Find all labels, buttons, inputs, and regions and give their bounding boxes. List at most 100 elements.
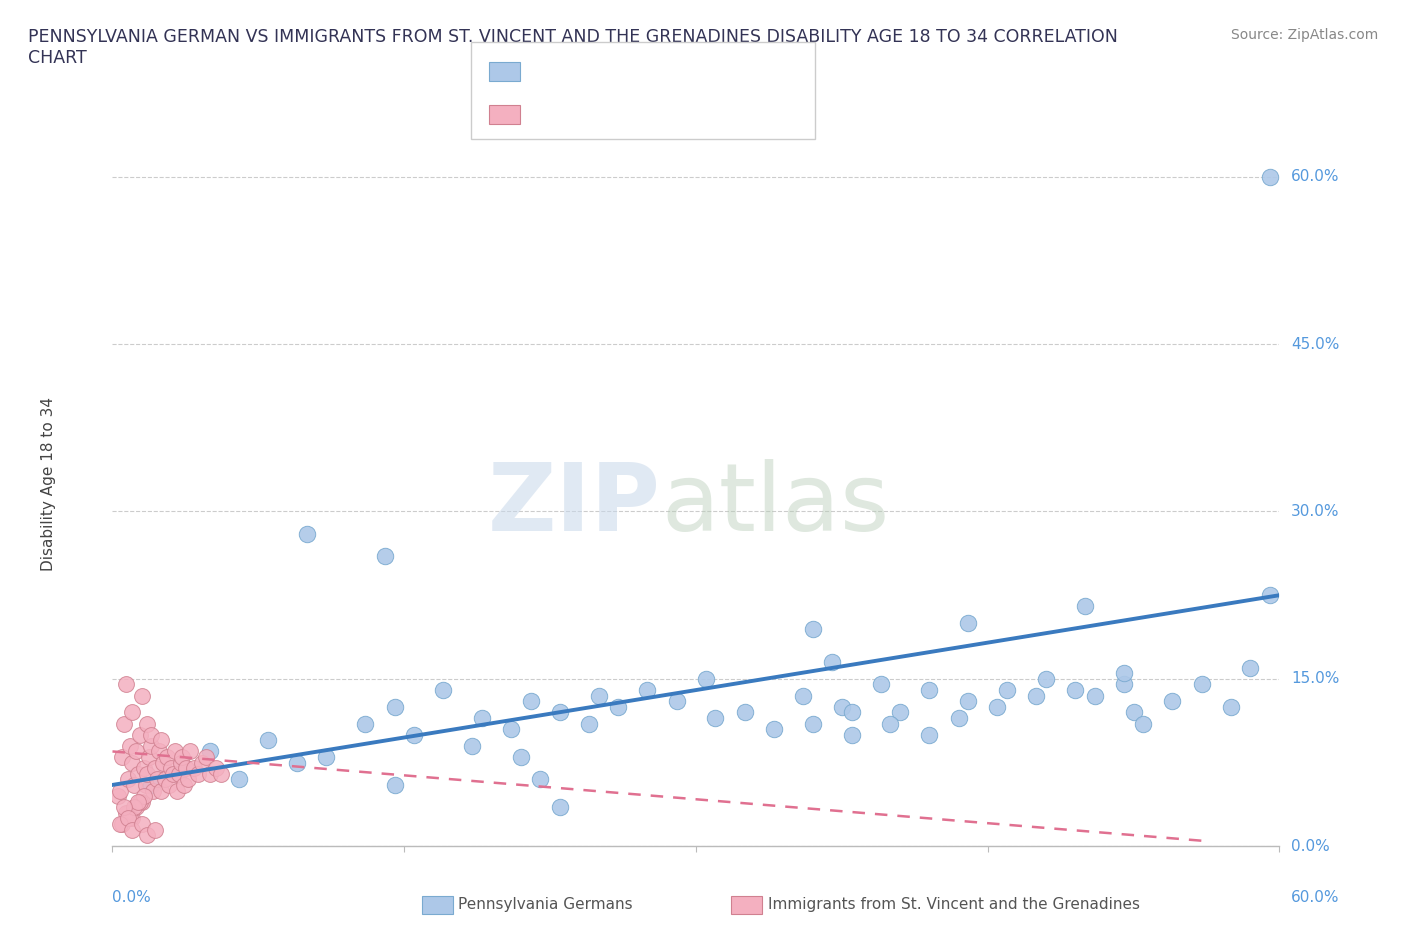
Point [588,688,610,703]
Point [107,789,129,804]
Point [132,789,155,804]
Point [143,822,166,837]
Point [1112,666,1135,681]
Point [132,761,155,776]
Point [150,783,173,798]
Point [548,705,571,720]
Text: PENNSYLVANIA GERMAN VS IMMIGRANTS FROM ST. VINCENT AND THE GRENADINES DISABILITY: PENNSYLVANIA GERMAN VS IMMIGRANTS FROM S… [28,28,1118,67]
Point [122,777,145,792]
Point [1258,588,1281,603]
Point [111,817,134,831]
Point [384,777,406,792]
Point [121,822,143,837]
Point [194,750,217,764]
Point [384,699,406,714]
Point [121,811,143,826]
Point [135,777,157,792]
Point [117,805,139,820]
Point [948,711,970,725]
Point [156,750,179,764]
Point [128,794,150,809]
Point [734,705,756,720]
Point [1258,169,1281,184]
Point [169,761,191,776]
Point [115,677,138,692]
Point [831,699,853,714]
Point [167,766,190,781]
Point [374,549,396,564]
Point [177,772,200,787]
Point [821,655,844,670]
Point [1219,699,1241,714]
Point [110,783,132,798]
Point [138,750,160,764]
Point [1112,677,1135,692]
Point [191,755,214,770]
Point [143,761,166,776]
Text: Immigrants from St. Vincent and the Grenadines: Immigrants from St. Vincent and the Gren… [768,897,1140,912]
Point [204,761,226,776]
Point [1239,660,1261,675]
Point [187,766,209,781]
Point [762,722,785,737]
Text: N = 63: N = 63 [682,62,740,81]
Point [889,705,911,720]
Point [121,755,143,770]
Point [461,738,484,753]
Text: 60.0%: 60.0% [1291,169,1340,184]
Point [1132,716,1154,731]
Point [792,688,814,703]
Point [432,683,454,698]
Point [869,677,891,692]
Point [117,772,139,787]
Point [141,777,163,792]
Point [163,744,186,759]
Text: 0.0%: 0.0% [112,890,152,905]
Point [548,800,571,815]
Point [160,761,183,776]
Point [148,744,170,759]
Point [209,766,232,781]
Point [607,699,630,714]
Point [841,705,863,720]
Point [166,783,188,798]
Point [118,738,141,753]
Point [121,705,143,720]
Point [879,716,901,731]
Text: R = -0.037: R = -0.037 [529,105,617,124]
Point [957,616,980,631]
Point [153,772,176,787]
Point [127,766,149,781]
Point [125,744,148,759]
Text: atlas: atlas [661,459,889,551]
Text: Disability Age 18 to 34: Disability Age 18 to 34 [41,396,56,571]
Point [1161,694,1184,709]
Point [471,711,494,725]
Point [1122,705,1144,720]
Point [228,772,250,787]
Point [1191,677,1213,692]
Point [136,766,159,781]
Point [162,766,184,781]
Point [285,755,308,770]
Point [402,727,425,742]
Point [801,621,824,636]
Text: R =  0.365: R = 0.365 [529,62,617,81]
Text: Pennsylvania Germans: Pennsylvania Germans [458,897,633,912]
Text: N = 67: N = 67 [682,105,740,124]
Point [841,727,863,742]
Text: 15.0%: 15.0% [1291,671,1340,686]
Point [295,526,318,541]
Point [115,805,138,820]
Point [152,755,174,770]
Point [118,811,141,826]
Point [1035,671,1057,686]
Text: 60.0%: 60.0% [1291,890,1340,905]
Point [1084,688,1107,703]
Point [1074,599,1097,614]
Point [354,716,377,731]
Point [110,817,132,831]
Point [122,800,145,815]
Point [112,800,135,815]
Point [1064,683,1087,698]
